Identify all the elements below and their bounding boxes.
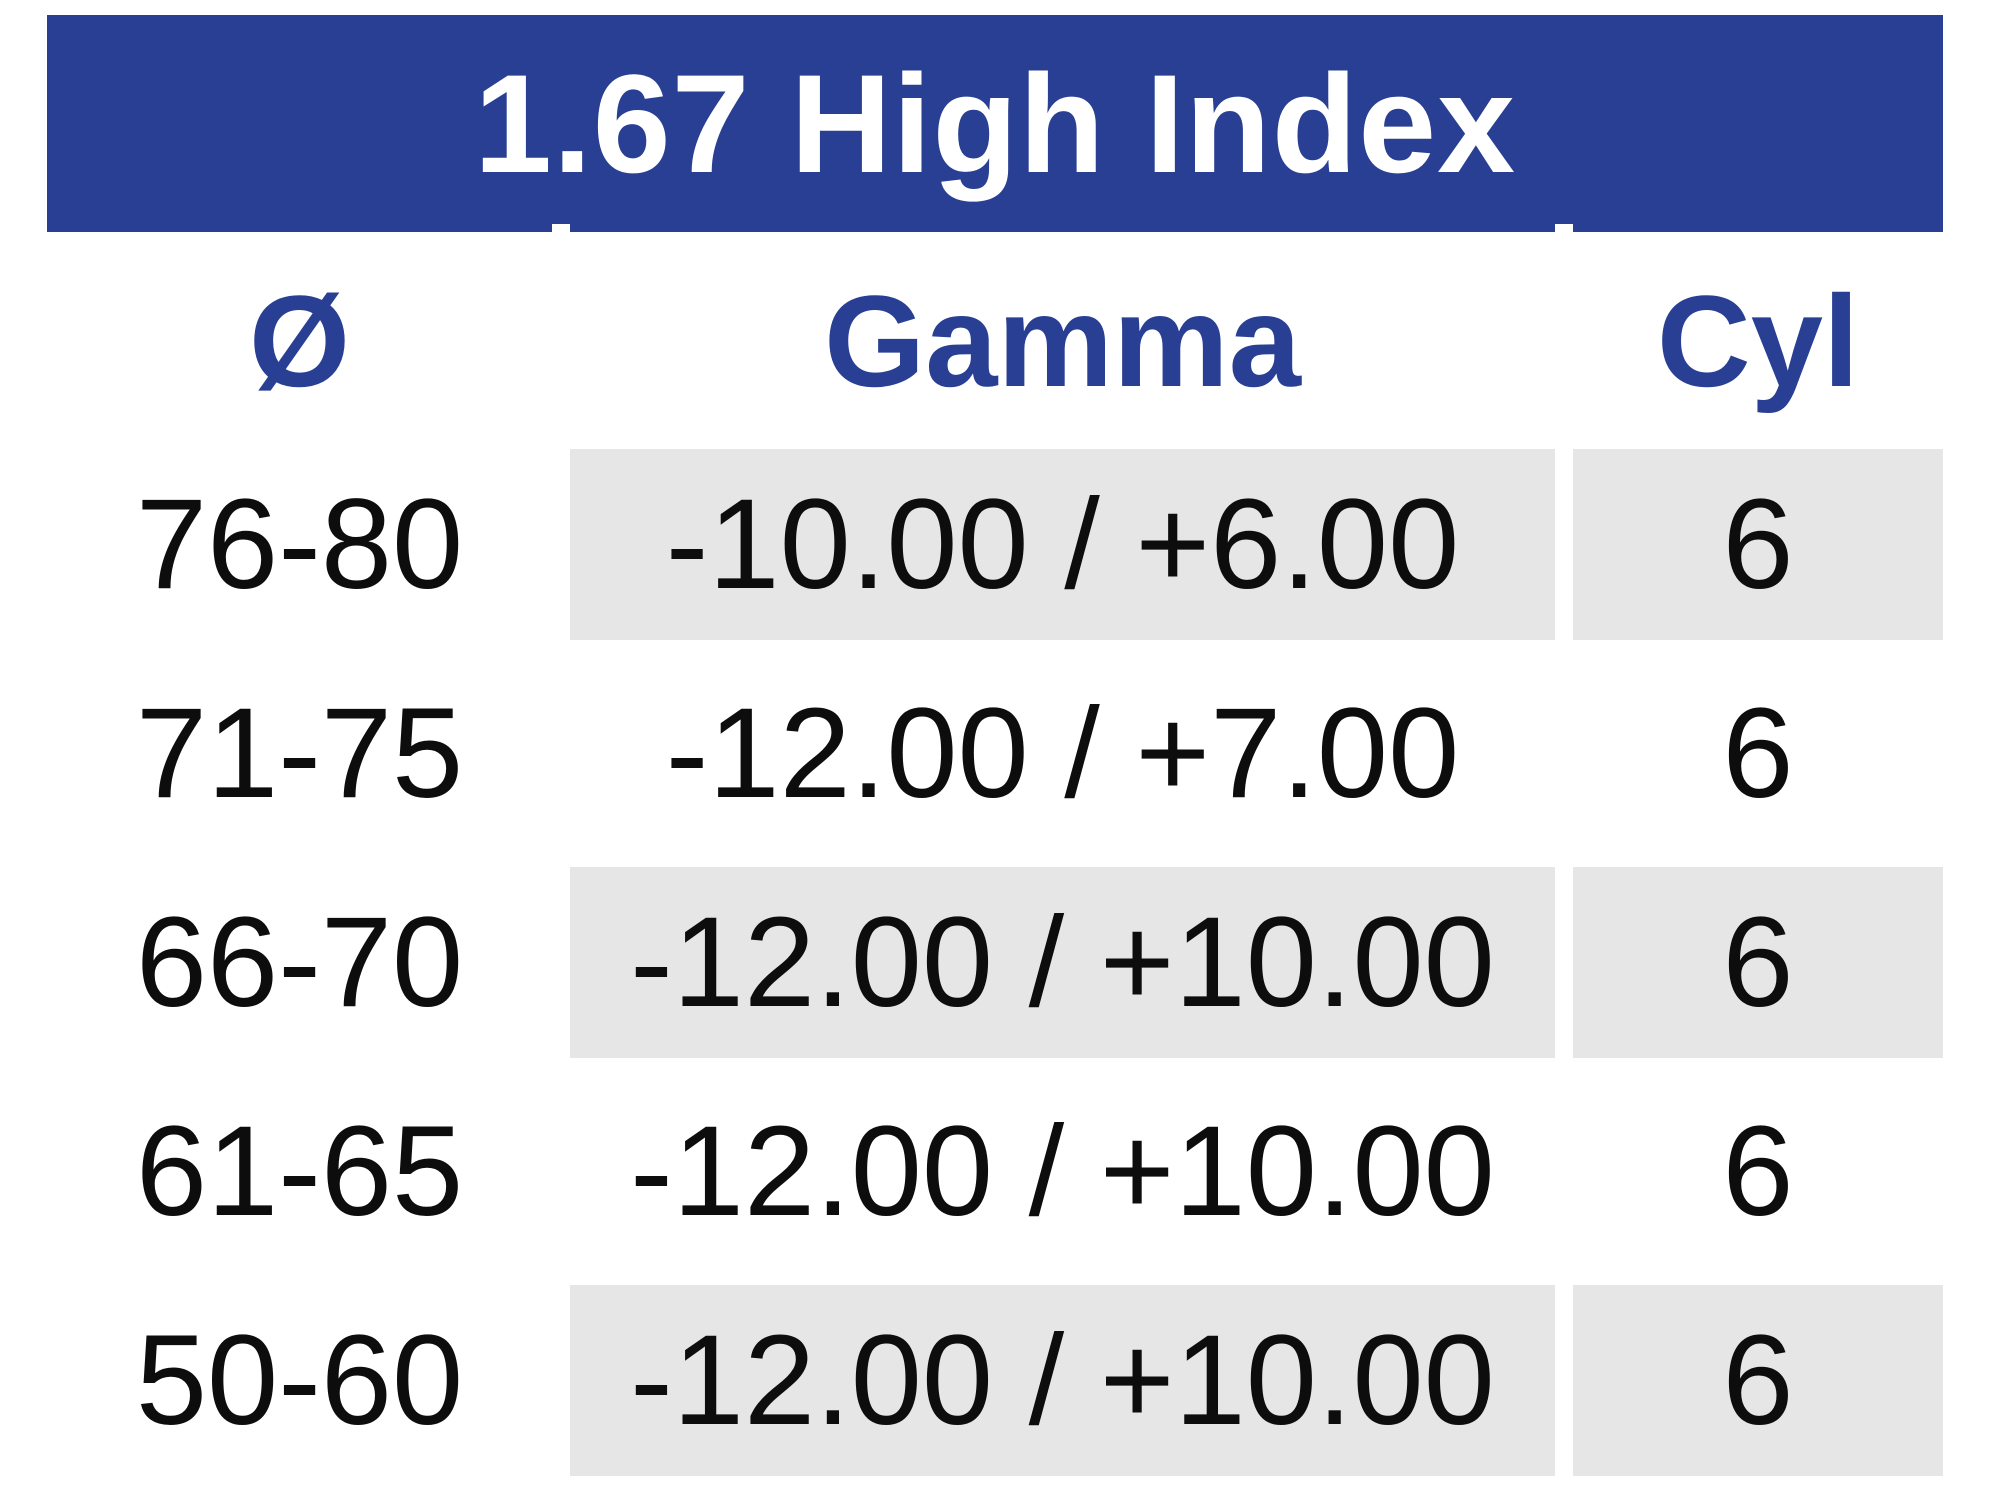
underline-segment-gamma: [570, 224, 1555, 232]
underline-segment-cyl: [1573, 224, 1943, 232]
cyl-cell: 6: [1573, 867, 1943, 1058]
column-gutter: [552, 224, 570, 232]
banner-underline-strip: [47, 224, 1943, 232]
column-gutter: [552, 867, 570, 1058]
gamma-cell: -12.00 / +10.00: [570, 867, 1555, 1058]
column-gutter: [552, 658, 570, 849]
column-gutter: [552, 1076, 570, 1267]
table-row: 71-75 -12.00 / +7.00 6: [47, 658, 1943, 849]
column-gutter: [552, 1285, 570, 1476]
gamma-cell: -12.00 / +7.00: [665, 682, 1460, 825]
column-gutter: [1555, 658, 1573, 849]
column-header-cyl: Cyl: [1656, 267, 1860, 414]
column-header-gamma: Gamma: [824, 267, 1301, 414]
column-gutter: [552, 449, 570, 640]
column-gutter: [1555, 224, 1573, 232]
cyl-cell: 6: [1722, 1100, 1794, 1243]
diameter-cell: 71-75: [135, 682, 464, 825]
availability-table: 1.67 High Index Ø Gamma Cyl 76-80 -10.00…: [47, 15, 1943, 1476]
cyl-cell: 6: [1573, 1285, 1943, 1476]
column-header-diameter: Ø: [248, 267, 351, 414]
diameter-cell: 50-60: [135, 1309, 464, 1452]
table-header-row: Ø Gamma Cyl: [47, 232, 1943, 449]
table-row: 76-80 -10.00 / +6.00 6: [47, 449, 1943, 640]
table-row: 61-65 -12.00 / +10.00 6: [47, 1076, 1943, 1267]
gamma-cell: -10.00 / +6.00: [570, 449, 1555, 640]
table-row: 66-70 -12.00 / +10.00 6: [47, 867, 1943, 1058]
underline-segment-diameter: [47, 224, 552, 232]
column-gutter: [1555, 1285, 1573, 1476]
column-gutter: [1555, 867, 1573, 1058]
table-title-banner: 1.67 High Index: [47, 15, 1943, 224]
diameter-cell: 61-65: [135, 1100, 464, 1243]
cyl-cell: 6: [1722, 682, 1794, 825]
gamma-cell: -12.00 / +10.00: [630, 1100, 1495, 1243]
cyl-cell: 6: [1573, 449, 1943, 640]
table-title: 1.67 High Index: [474, 44, 1516, 202]
column-gutter: [1555, 449, 1573, 640]
diameter-cell: 76-80: [135, 473, 464, 616]
table-row: 50-60 -12.00 / +10.00 6: [47, 1285, 1943, 1476]
column-gutter: [1555, 1076, 1573, 1267]
diameter-cell: 66-70: [135, 891, 464, 1034]
gamma-cell: -12.00 / +10.00: [570, 1285, 1555, 1476]
